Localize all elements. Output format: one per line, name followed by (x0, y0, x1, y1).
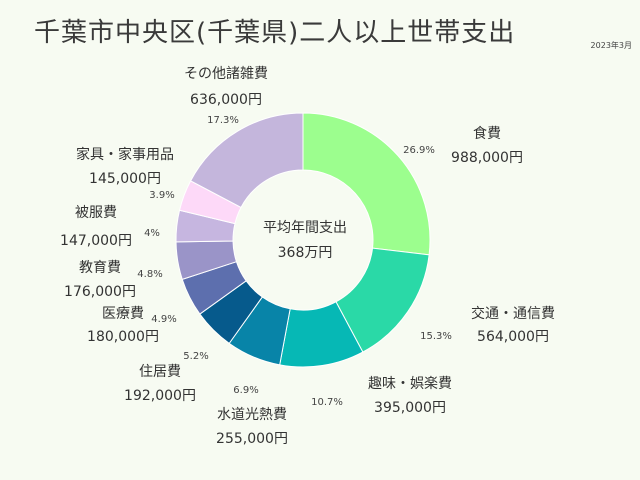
category-label-6: 教育費 (79, 260, 121, 276)
amount-label-4: 192,000円 (124, 388, 196, 404)
date-label: 2023年3月 (590, 41, 632, 50)
label-group: 食費 988,000円 26.9% 交通・通信費 564,000円 15.3% 趣味・娯楽費… (60, 66, 555, 447)
percent-label-0: 26.9% (403, 145, 435, 156)
slice-9 (189, 112, 304, 209)
category-label-0: 食費 (473, 125, 501, 142)
amount-label-7: 147,000円 (60, 233, 132, 249)
percent-label-5: 4.9% (151, 314, 176, 325)
amount-label-3: 255,000円 (216, 431, 288, 447)
percent-label-9: 17.3% (207, 115, 239, 126)
center-label: 平均年間支出 (263, 220, 347, 236)
slice-0 (302, 112, 431, 256)
category-label-8: 家具・家事用品 (76, 146, 174, 163)
page-title: 千葉市中央区(千葉県)二人以上世帯支出 (34, 18, 516, 48)
percent-label-4: 5.2% (183, 351, 208, 362)
amount-label-2: 395,000円 (374, 400, 446, 416)
amount-label-5: 180,000円 (87, 329, 159, 345)
category-label-2: 趣味・娯楽費 (368, 376, 452, 392)
amount-label-1: 564,000円 (477, 329, 549, 345)
percent-label-1: 15.3% (420, 331, 452, 342)
category-label-7: 被服費 (75, 205, 117, 221)
percent-label-3: 6.9% (233, 385, 258, 396)
percent-label-2: 10.7% (311, 397, 343, 408)
percent-label-6: 4.8% (137, 269, 162, 280)
percent-label-8: 3.9% (149, 190, 174, 201)
amount-label-8: 145,000円 (89, 171, 161, 187)
amount-label-6: 176,000円 (64, 284, 136, 300)
slice-group (175, 112, 431, 368)
center-total: 368万円 (278, 245, 333, 261)
category-label-4: 住居費 (139, 364, 181, 380)
category-label-5: 医療費 (102, 305, 144, 322)
percent-label-7: 4% (144, 228, 160, 239)
amount-label-0: 988,000円 (451, 150, 523, 166)
category-label-1: 交通・通信費 (471, 305, 555, 322)
amount-label-9: 636,000円 (190, 92, 262, 108)
category-label-3: 水道光熱費 (217, 407, 287, 423)
category-label-9: その他諸雑費 (184, 66, 268, 82)
